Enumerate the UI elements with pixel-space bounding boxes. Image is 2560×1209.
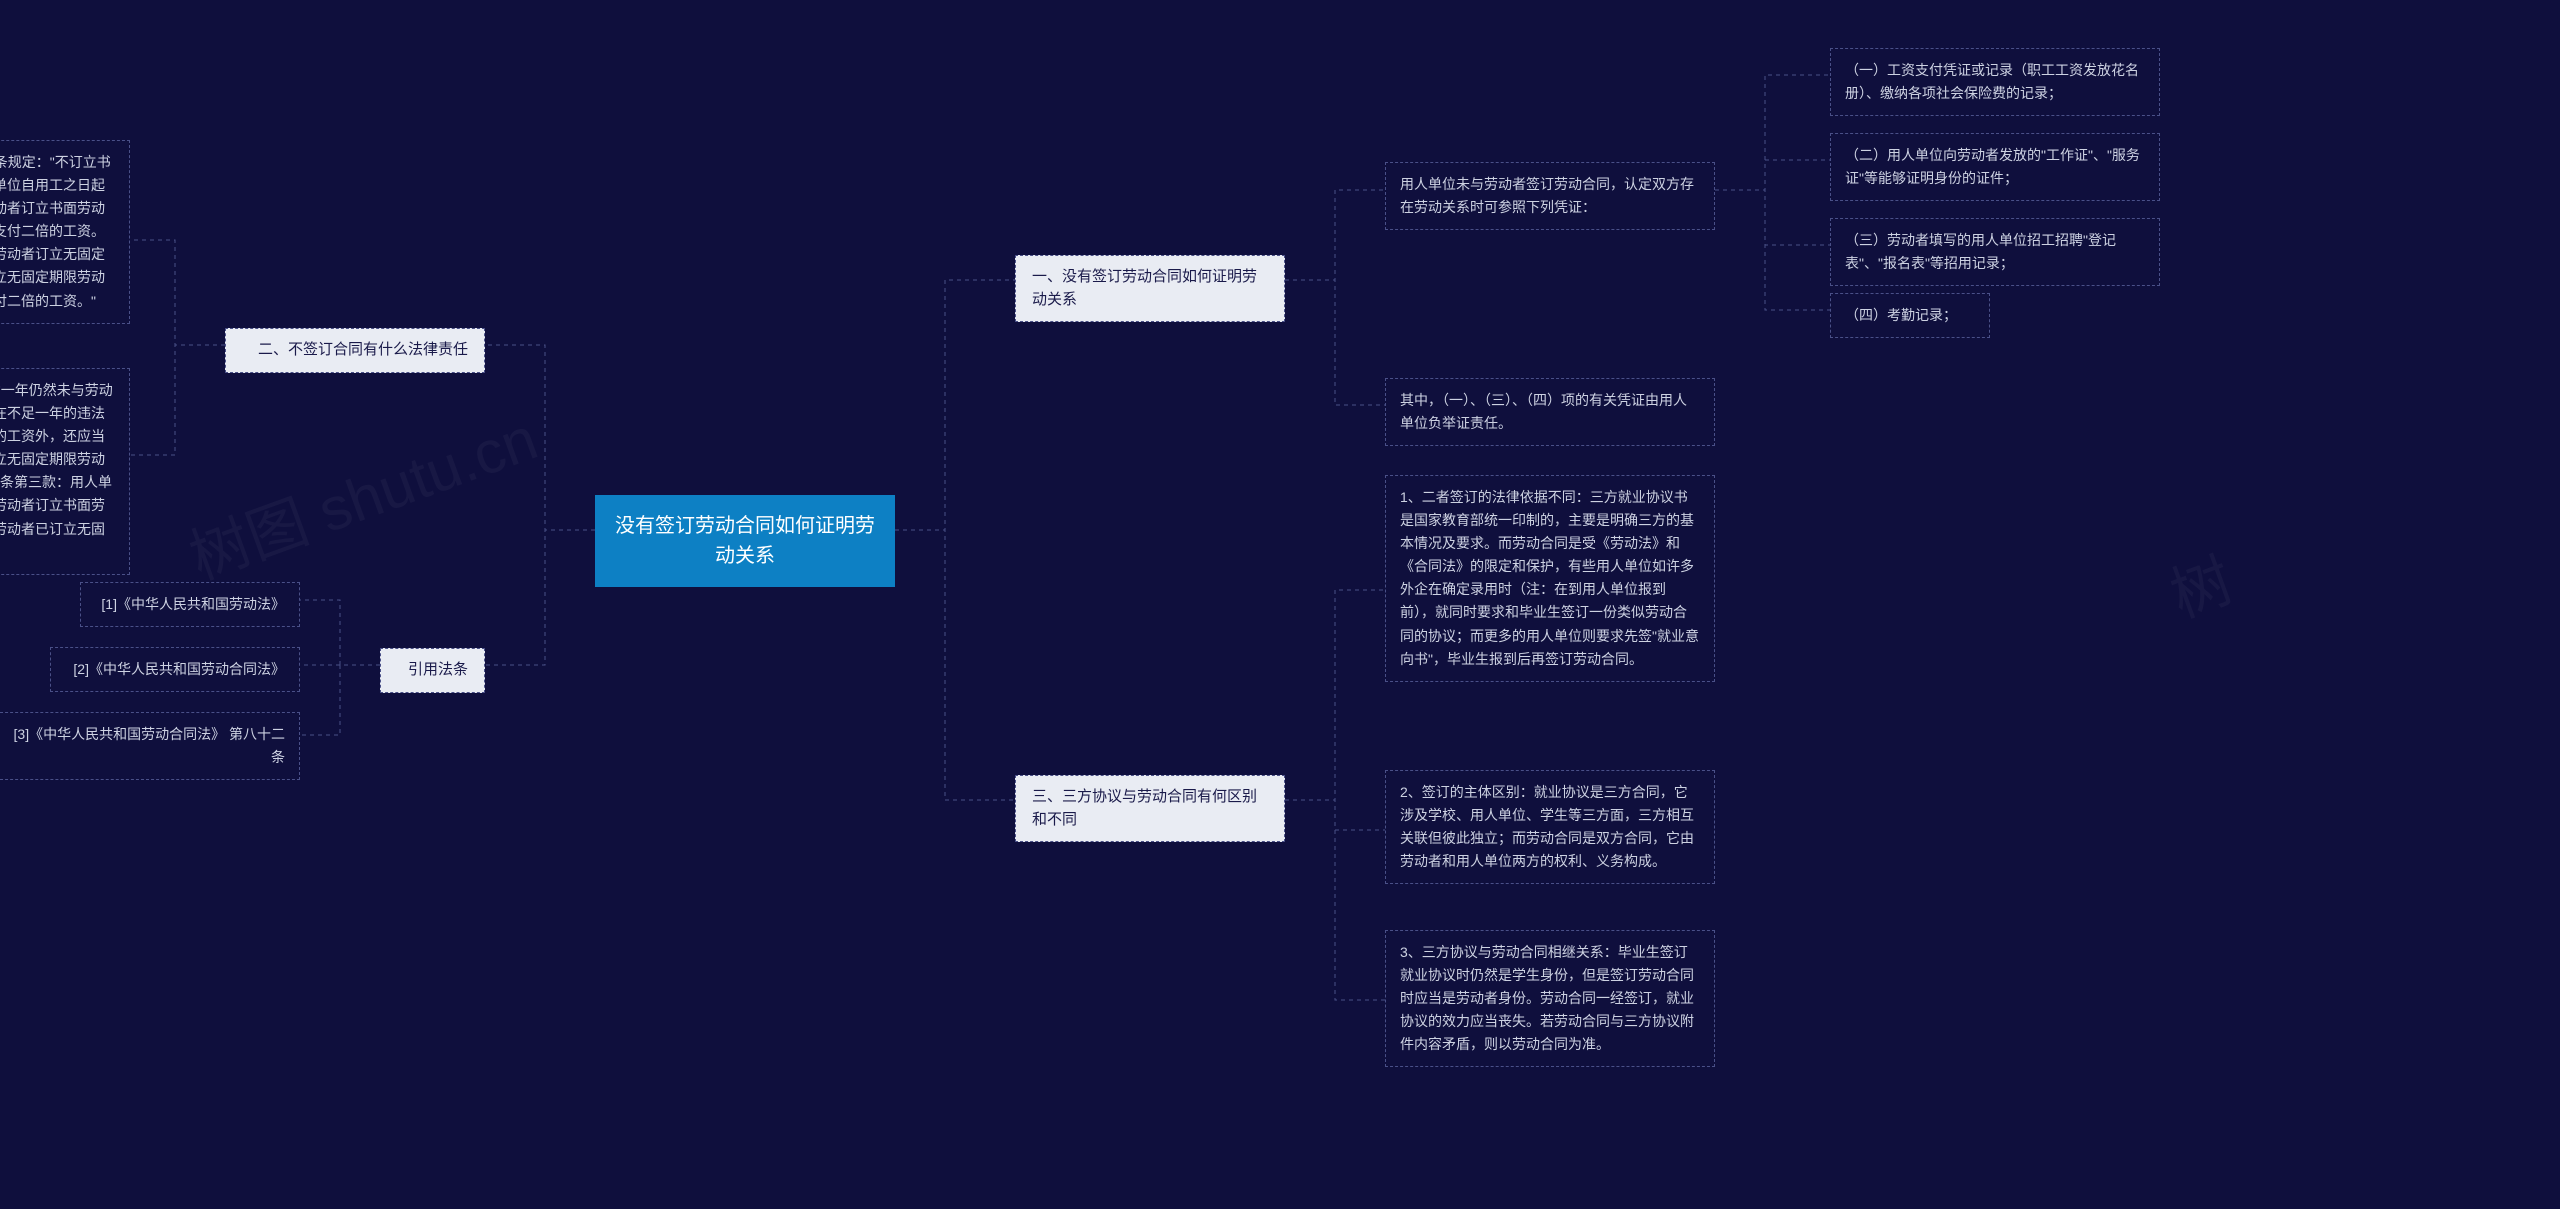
leaf-node: （三）劳动者填写的用人单位招工招聘"登记表"、"报名表"等招用记录； [1830,218,2160,286]
leaf-node: [1]《中华人民共和国劳动法》 [80,582,300,627]
connector-lines [0,0,2560,1209]
leaf-node: 3、三方协议与劳动合同相继关系：毕业生签订就业协议时仍然是学生身份，但是签订劳动… [1385,930,1715,1067]
branch-node-1: 一、没有签订劳动合同如何证明劳动关系 [1015,255,1285,322]
center-node: 没有签订劳动合同如何证明劳动关系 [595,495,895,587]
branch-node-4: 引用法条 [380,648,485,693]
leaf-node: 其中，（一）、（三）、（四）项的有关凭证由用人单位负举证责任。 [1385,378,1715,446]
leaf-node: 2、用人单位自用工之日起满一年仍然未与劳动者订立书面劳动合同的，除在不足一年的违… [0,368,130,575]
watermark: 树图 shutu.cn [176,390,547,596]
leaf-node: 1、《劳动合同法》第八十二条规定："不订立书面劳动合同的法律责任用人单位自用工之… [0,140,130,324]
leaf-node: 2、签订的主体区别：就业协议是三方合同，它涉及学校、用人单位、学生等三方面，三方… [1385,770,1715,884]
watermark: 树 [2157,532,2243,634]
leaf-node: （二）用人单位向劳动者发放的"工作证"、"服务证"等能够证明身份的证件； [1830,133,2160,201]
branch-node-2: 二、不签订合同有什么法律责任 [225,328,485,373]
leaf-node: 1、二者签订的法律依据不同：三方就业协议书是国家教育部统一印制的，主要是明确三方… [1385,475,1715,682]
leaf-node: 用人单位未与劳动者签订劳动合同，认定双方存在劳动关系时可参照下列凭证： [1385,162,1715,230]
leaf-node: [2]《中华人民共和国劳动合同法》 [50,647,300,692]
leaf-node: （一）工资支付凭证或记录（职工工资发放花名册）、缴纳各项社会保险费的记录； [1830,48,2160,116]
leaf-node: （四）考勤记录； [1830,293,1990,338]
branch-node-3: 三、三方协议与劳动合同有何区别和不同 [1015,775,1285,842]
leaf-node: [3]《中华人民共和国劳动合同法》 第八十二条 [0,712,300,780]
